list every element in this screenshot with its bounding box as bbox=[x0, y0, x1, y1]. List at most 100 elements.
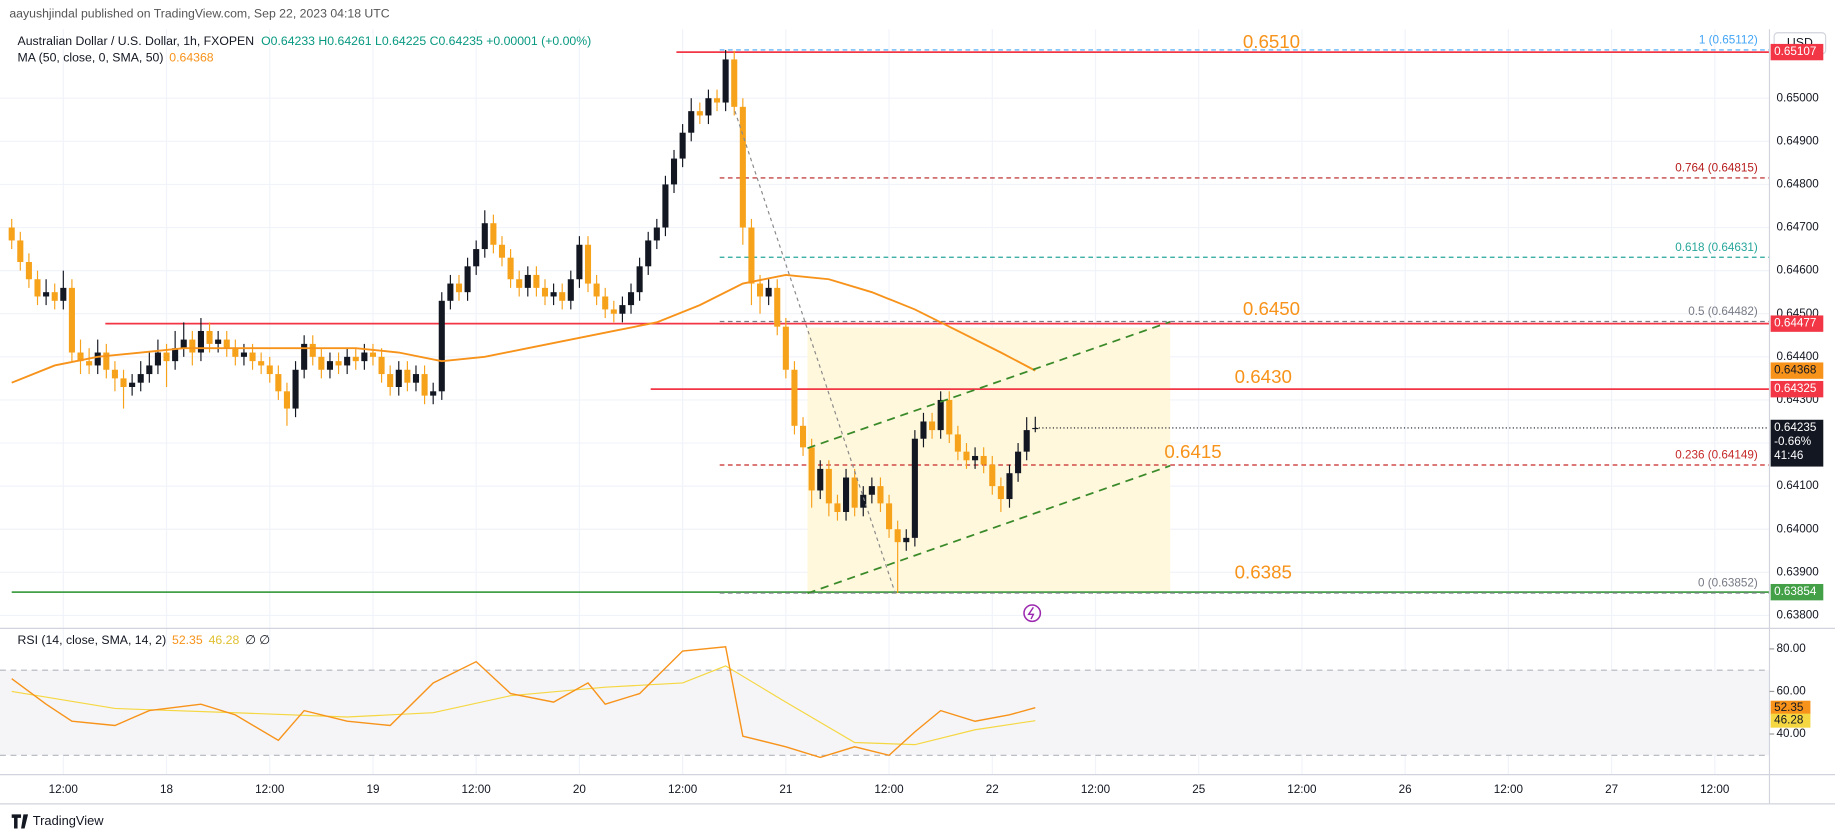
candle-body bbox=[352, 356, 359, 362]
fib-label: 0.764 (0.64815) bbox=[1675, 162, 1758, 175]
fib-label: 0 (0.63852) bbox=[1698, 577, 1758, 590]
candle-body bbox=[77, 352, 84, 362]
y-tick-label: 0.64600 bbox=[1776, 264, 1819, 277]
candle-body bbox=[258, 361, 265, 366]
candle-body bbox=[464, 266, 471, 293]
candle-body bbox=[997, 486, 1004, 500]
candle-body bbox=[361, 352, 368, 362]
candle-body bbox=[954, 434, 961, 452]
annotation: 0.6415 bbox=[1164, 441, 1221, 462]
rsi-band bbox=[0, 670, 1770, 756]
candle-body bbox=[559, 292, 566, 301]
y-tick-label: 0.63900 bbox=[1776, 565, 1819, 578]
x-tick-label: 25 bbox=[1192, 783, 1206, 796]
candle-body bbox=[34, 279, 41, 297]
candle-body bbox=[963, 451, 970, 461]
annotation: 0.6510 bbox=[1243, 31, 1300, 52]
candle-body bbox=[430, 391, 437, 396]
rsi-tick-label: 60.00 bbox=[1776, 685, 1806, 698]
candle-body bbox=[309, 343, 316, 357]
candle-body bbox=[731, 59, 738, 107]
rsi-tag bbox=[1770, 713, 1811, 728]
candle-body bbox=[473, 249, 480, 267]
y-tick-label: 0.64100 bbox=[1776, 479, 1819, 492]
candle-body bbox=[584, 244, 592, 284]
candle-body bbox=[344, 356, 351, 366]
candle-body bbox=[619, 305, 626, 314]
candle-body bbox=[516, 279, 523, 288]
candle-body bbox=[86, 361, 93, 366]
candle-body bbox=[653, 227, 660, 241]
price-tag-label: 0.65107 bbox=[1774, 45, 1816, 58]
candle-body bbox=[739, 106, 746, 228]
brand: TradingView bbox=[33, 813, 104, 828]
price-tag bbox=[1770, 315, 1824, 332]
candle-body bbox=[576, 244, 583, 280]
candle-body bbox=[395, 369, 402, 388]
candle-body bbox=[17, 240, 24, 263]
candle-body bbox=[94, 352, 101, 366]
fib-label: 0.618 (0.64631) bbox=[1675, 241, 1758, 254]
candle-body bbox=[972, 455, 979, 461]
candle-body bbox=[1023, 430, 1030, 452]
candle-body bbox=[825, 468, 832, 504]
candle-body bbox=[886, 503, 893, 530]
rsi-tag bbox=[1770, 700, 1811, 715]
annotation: 0.6450 bbox=[1243, 298, 1300, 319]
candle-body bbox=[455, 283, 463, 293]
candle-body bbox=[498, 244, 506, 258]
candle-body bbox=[481, 223, 488, 250]
candle-body bbox=[808, 447, 815, 491]
x-tick-label: 20 bbox=[573, 783, 587, 796]
candle-body bbox=[163, 352, 170, 362]
channel-upper bbox=[807, 320, 1171, 449]
candle-body bbox=[60, 287, 67, 301]
candle-body bbox=[249, 352, 256, 362]
x-tick-label: 12:00 bbox=[49, 783, 79, 796]
x-tick-label: 12:00 bbox=[1494, 783, 1524, 796]
fib-label: 0.236 (0.64149) bbox=[1675, 449, 1758, 462]
rsi-line bbox=[11, 646, 1036, 759]
candle-body bbox=[447, 283, 454, 301]
rsi-name: RSI (14, close, SMA, 14, 2) bbox=[18, 633, 167, 647]
x-tick-label: 27 bbox=[1605, 783, 1618, 796]
rsi-tag-label: 52.35 bbox=[1774, 701, 1804, 714]
rsi-flags: ∅ ∅ bbox=[245, 633, 270, 647]
price-tag bbox=[1770, 362, 1824, 379]
candle-body bbox=[627, 292, 635, 306]
candle-body bbox=[275, 374, 282, 392]
candle-body bbox=[920, 421, 927, 439]
y-tick-label: 0.64000 bbox=[1776, 522, 1819, 535]
candle-body bbox=[68, 287, 75, 353]
candle-body bbox=[326, 361, 334, 370]
highlight-zone bbox=[807, 327, 1171, 594]
x-tick-label: 12:00 bbox=[462, 783, 492, 796]
candle-body bbox=[782, 326, 789, 370]
rsi-legend: RSI (14, close, SMA, 14, 2) 52.35 46.28 ∅ ∅ bbox=[18, 633, 270, 647]
candle-body bbox=[567, 279, 574, 301]
candle-body bbox=[111, 369, 118, 379]
x-tick-label: 12:00 bbox=[255, 783, 285, 796]
candle-body bbox=[172, 348, 179, 362]
x-tick-label: 12:00 bbox=[668, 783, 698, 796]
event-bolt bbox=[1027, 606, 1035, 620]
candle-body bbox=[146, 365, 153, 375]
ma-legend: MA (50, close, 0, SMA, 50) 0.64368 bbox=[18, 51, 214, 65]
candle-body bbox=[860, 494, 867, 508]
plot: 1 (0.65112) 0.764 (0.64815) 0.618 (0.64631… bbox=[8, 34, 1770, 759]
candle-body bbox=[877, 486, 884, 504]
candle-body bbox=[180, 339, 187, 349]
candle-body bbox=[43, 292, 50, 297]
candle-body bbox=[1032, 427, 1039, 430]
x-tick-label: 19 bbox=[366, 783, 379, 796]
candle-body bbox=[989, 464, 996, 487]
countdown: 41:46 bbox=[1774, 449, 1803, 462]
y-tick-label: 0.63800 bbox=[1776, 609, 1819, 622]
candle-body bbox=[868, 486, 875, 495]
candle-body bbox=[645, 240, 652, 267]
byline: aayushjindal published on TradingView.co… bbox=[9, 6, 389, 20]
candle-body bbox=[756, 283, 764, 297]
candle-body bbox=[283, 391, 290, 409]
x-tick-label: 12:00 bbox=[1081, 783, 1111, 796]
x-tick-label: 12:00 bbox=[1700, 783, 1730, 796]
